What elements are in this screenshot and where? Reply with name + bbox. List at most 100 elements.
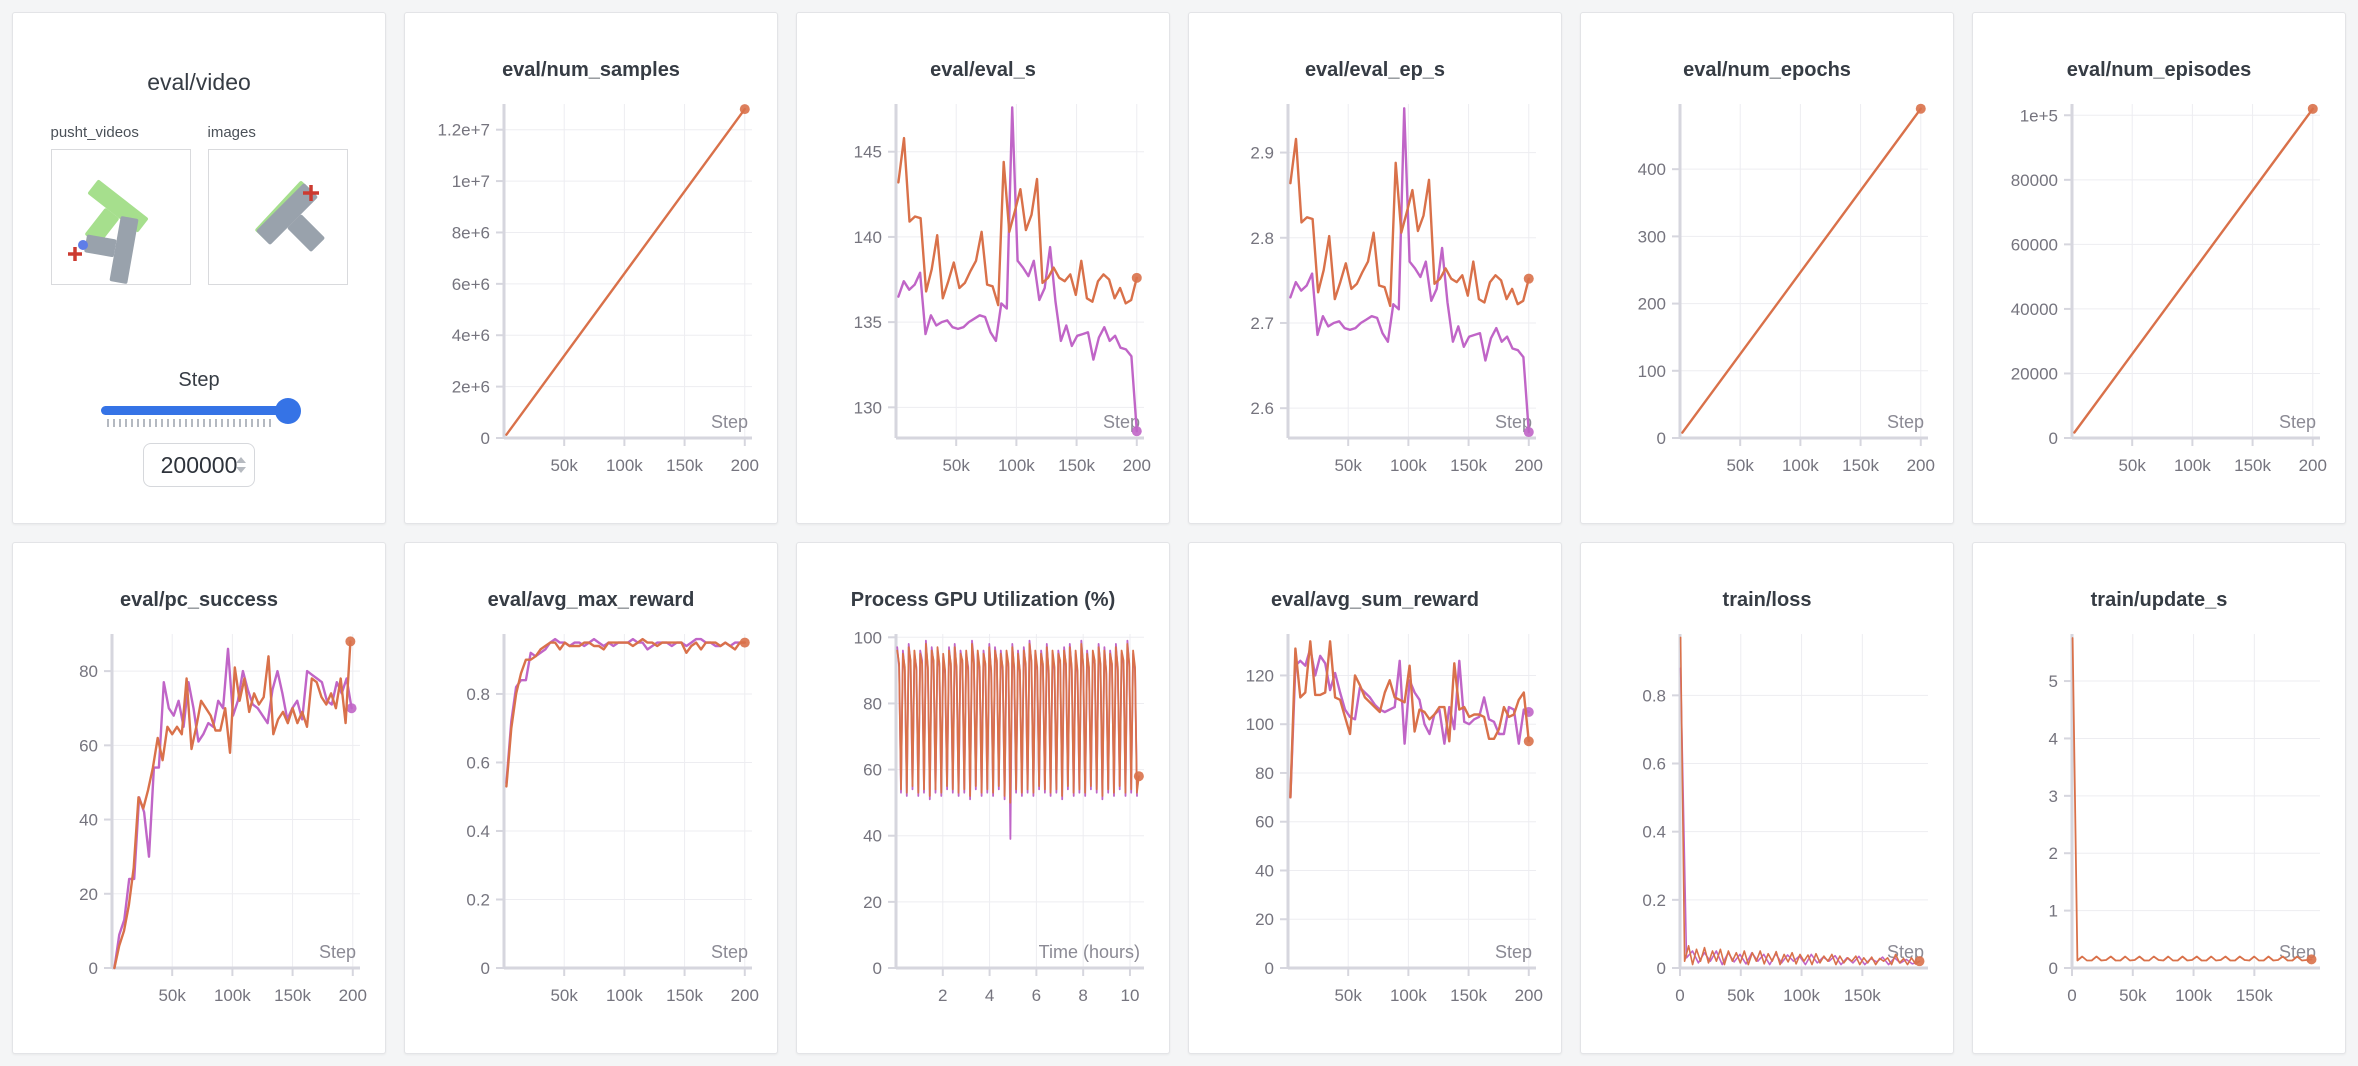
chart-panel-train-loss[interactable]: train/loss 0 50k 100k 150k 0 0.2 0.4 0.6 0.8 Step (1580, 542, 1954, 1054)
chart-panel-eval-num-epochs[interactable]: eval/num_epochs 50k 100k 150k 200 0 100 200 300… (1580, 12, 1954, 524)
media-label-pusht-videos: pusht_videos (50, 124, 139, 141)
media-label-images: images (207, 124, 256, 141)
chart-plot[interactable]: 50k 100k 150k 200 0 20 40 60 80 Step (26, 626, 372, 1028)
svg-text:20: 20 (79, 885, 98, 904)
chart-plot[interactable]: 50k 100k 150k 200 0 20 40 60 80 100 120 Step (1202, 626, 1548, 1028)
svg-text:120: 120 (1246, 666, 1274, 685)
svg-text:0: 0 (481, 429, 490, 448)
chart-plot[interactable]: 50k 100k 150k 200 0 2e+6 4e+6 6e+6 8e+6 1e+7 1.2e+… (418, 96, 764, 498)
svg-text:130: 130 (854, 398, 882, 417)
media-item-pusht-videos: pusht_videos (50, 124, 191, 285)
chart-plot[interactable]: 0 50k 100k 150k 0 1 2 3 4 5 Step (1986, 626, 2332, 1028)
gray-t-shape (83, 216, 138, 284)
svg-text:0: 0 (1265, 959, 1274, 978)
slider-tick-marks (107, 419, 275, 427)
svg-text:200: 200 (1907, 456, 1935, 475)
chart-panel-eval-avg-max-reward[interactable]: eval/avg_max_reward 50k 100k 150k 200 0 0.2 0.… (404, 542, 778, 1054)
target-cross-icon (302, 185, 319, 201)
svg-text:Step: Step (319, 942, 356, 962)
chart-plot[interactable]: 50k 100k 150k 200 0 100 200 300 400 Step (1594, 96, 1940, 498)
step-input-container (143, 443, 255, 487)
svg-text:100: 100 (854, 628, 882, 647)
chart-plot[interactable]: 50k 100k 150k 200 2.6 2.7 2.8 2.9 Step (1202, 96, 1548, 498)
svg-text:4e+6: 4e+6 (452, 326, 490, 345)
svg-text:3: 3 (2049, 787, 2058, 806)
stepper-buttons[interactable] (236, 457, 246, 473)
svg-text:40: 40 (863, 827, 882, 846)
svg-text:Step: Step (711, 942, 748, 962)
stepper-down-icon[interactable] (236, 467, 246, 473)
step-input[interactable] (143, 443, 255, 487)
svg-text:8: 8 (1078, 986, 1087, 1005)
svg-text:200: 200 (731, 986, 759, 1005)
svg-text:50k: 50k (2118, 456, 2146, 475)
chart-plot[interactable]: 50k 100k 150k 200 0 20000 40000 60000 80000 1e+5 S… (1986, 96, 2332, 498)
svg-text:400: 400 (1638, 160, 1666, 179)
chart-panel-eval-num-episodes[interactable]: eval/num_episodes 50k 100k 150k 200 0 20000 40… (1972, 12, 2346, 524)
svg-text:100k: 100k (214, 986, 251, 1005)
svg-text:50k: 50k (1726, 456, 1754, 475)
svg-text:100k: 100k (1782, 456, 1819, 475)
video-thumbnail-pusht[interactable] (50, 149, 191, 285)
svg-text:140: 140 (854, 228, 882, 247)
media-row: pusht_videos (13, 124, 385, 285)
svg-text:200: 200 (1515, 986, 1543, 1005)
svg-text:1e+7: 1e+7 (452, 172, 490, 191)
svg-text:200: 200 (1638, 295, 1666, 314)
svg-text:100: 100 (1246, 715, 1274, 734)
svg-text:4: 4 (985, 986, 994, 1005)
svg-text:200: 200 (1123, 456, 1151, 475)
chart-panel-eval-eval-ep-s[interactable]: eval/eval_ep_s 50k 100k 150k 200 2.6 2.7 2.8 2.… (1188, 12, 1562, 524)
svg-text:0: 0 (1675, 986, 1684, 1005)
chart-panel-eval-pc-success[interactable]: eval/pc_success 50k 100k 150k 200 0 20 40 60 80 S… (12, 542, 386, 1054)
svg-text:Step: Step (711, 412, 748, 432)
svg-text:200: 200 (339, 986, 367, 1005)
svg-text:6e+6: 6e+6 (452, 275, 490, 294)
slider-knob[interactable] (275, 397, 301, 424)
svg-text:200: 200 (2299, 456, 2327, 475)
svg-text:100k: 100k (2175, 986, 2212, 1005)
svg-text:150k: 150k (2234, 456, 2271, 475)
stepper-up-icon[interactable] (236, 457, 246, 463)
chart-panel-eval-avg-sum-reward[interactable]: eval/avg_sum_reward 50k 100k 150k 200 0 20 40 6… (1188, 542, 1562, 1054)
svg-text:5: 5 (2049, 672, 2058, 691)
svg-text:2.8: 2.8 (1250, 229, 1274, 248)
chart-panel-process-gpu-utilization[interactable]: Process GPU Utilization (%) 2 4 6 8 10 0 20 40 6… (796, 542, 1170, 1054)
svg-text:50k: 50k (158, 986, 186, 1005)
chart-plot[interactable]: 50k 100k 150k 200 130 135 140 145 Step (810, 96, 1156, 498)
svg-text:2.9: 2.9 (1250, 144, 1274, 163)
chart-title: eval/num_samples (502, 59, 680, 81)
chart-panel-eval-eval-s[interactable]: eval/eval_s 50k 100k 150k 200 130 135 140 145 St… (796, 12, 1170, 524)
svg-text:135: 135 (854, 313, 882, 332)
image-thumbnail[interactable] (207, 149, 348, 285)
svg-text:0: 0 (1657, 429, 1666, 448)
svg-text:2.6: 2.6 (1250, 399, 1274, 418)
svg-text:0.6: 0.6 (1642, 755, 1666, 774)
media-item-images: images (207, 124, 348, 285)
chart-panel-eval-num-samples[interactable]: eval/num_samples 50k 100k 150k 200 0 2e+6 4e+6… (404, 12, 778, 524)
svg-text:100k: 100k (1390, 456, 1427, 475)
step-slider[interactable] (101, 397, 301, 427)
chart-title: eval/avg_max_reward (487, 589, 695, 611)
svg-text:100: 100 (1638, 362, 1666, 381)
svg-text:150k: 150k (1842, 456, 1879, 475)
svg-text:10: 10 (1121, 986, 1140, 1005)
chart-plot[interactable]: 50k 100k 150k 200 0 0.2 0.4 0.6 0.8 Step (418, 626, 764, 1028)
chart-title: eval/pc_success (120, 589, 278, 611)
step-slider-label: Step (178, 369, 220, 391)
slider-track[interactable] (101, 397, 301, 424)
svg-text:100k: 100k (1783, 986, 1820, 1005)
svg-text:150k: 150k (1058, 456, 1095, 475)
svg-text:100k: 100k (1390, 986, 1427, 1005)
svg-text:0: 0 (2049, 959, 2058, 978)
chart-panel-train-update-s[interactable]: train/update_s 0 50k 100k 150k 0 1 2 3 4 5 Step (1972, 542, 2346, 1054)
svg-text:200: 200 (1515, 456, 1543, 475)
chart-title: Process GPU Utilization (%) (850, 589, 1116, 611)
svg-text:60: 60 (1255, 813, 1274, 832)
svg-text:60: 60 (79, 736, 98, 755)
media-panel-eval-video[interactable]: eval/video pusht_videos (12, 12, 386, 524)
svg-text:6: 6 (1032, 986, 1041, 1005)
